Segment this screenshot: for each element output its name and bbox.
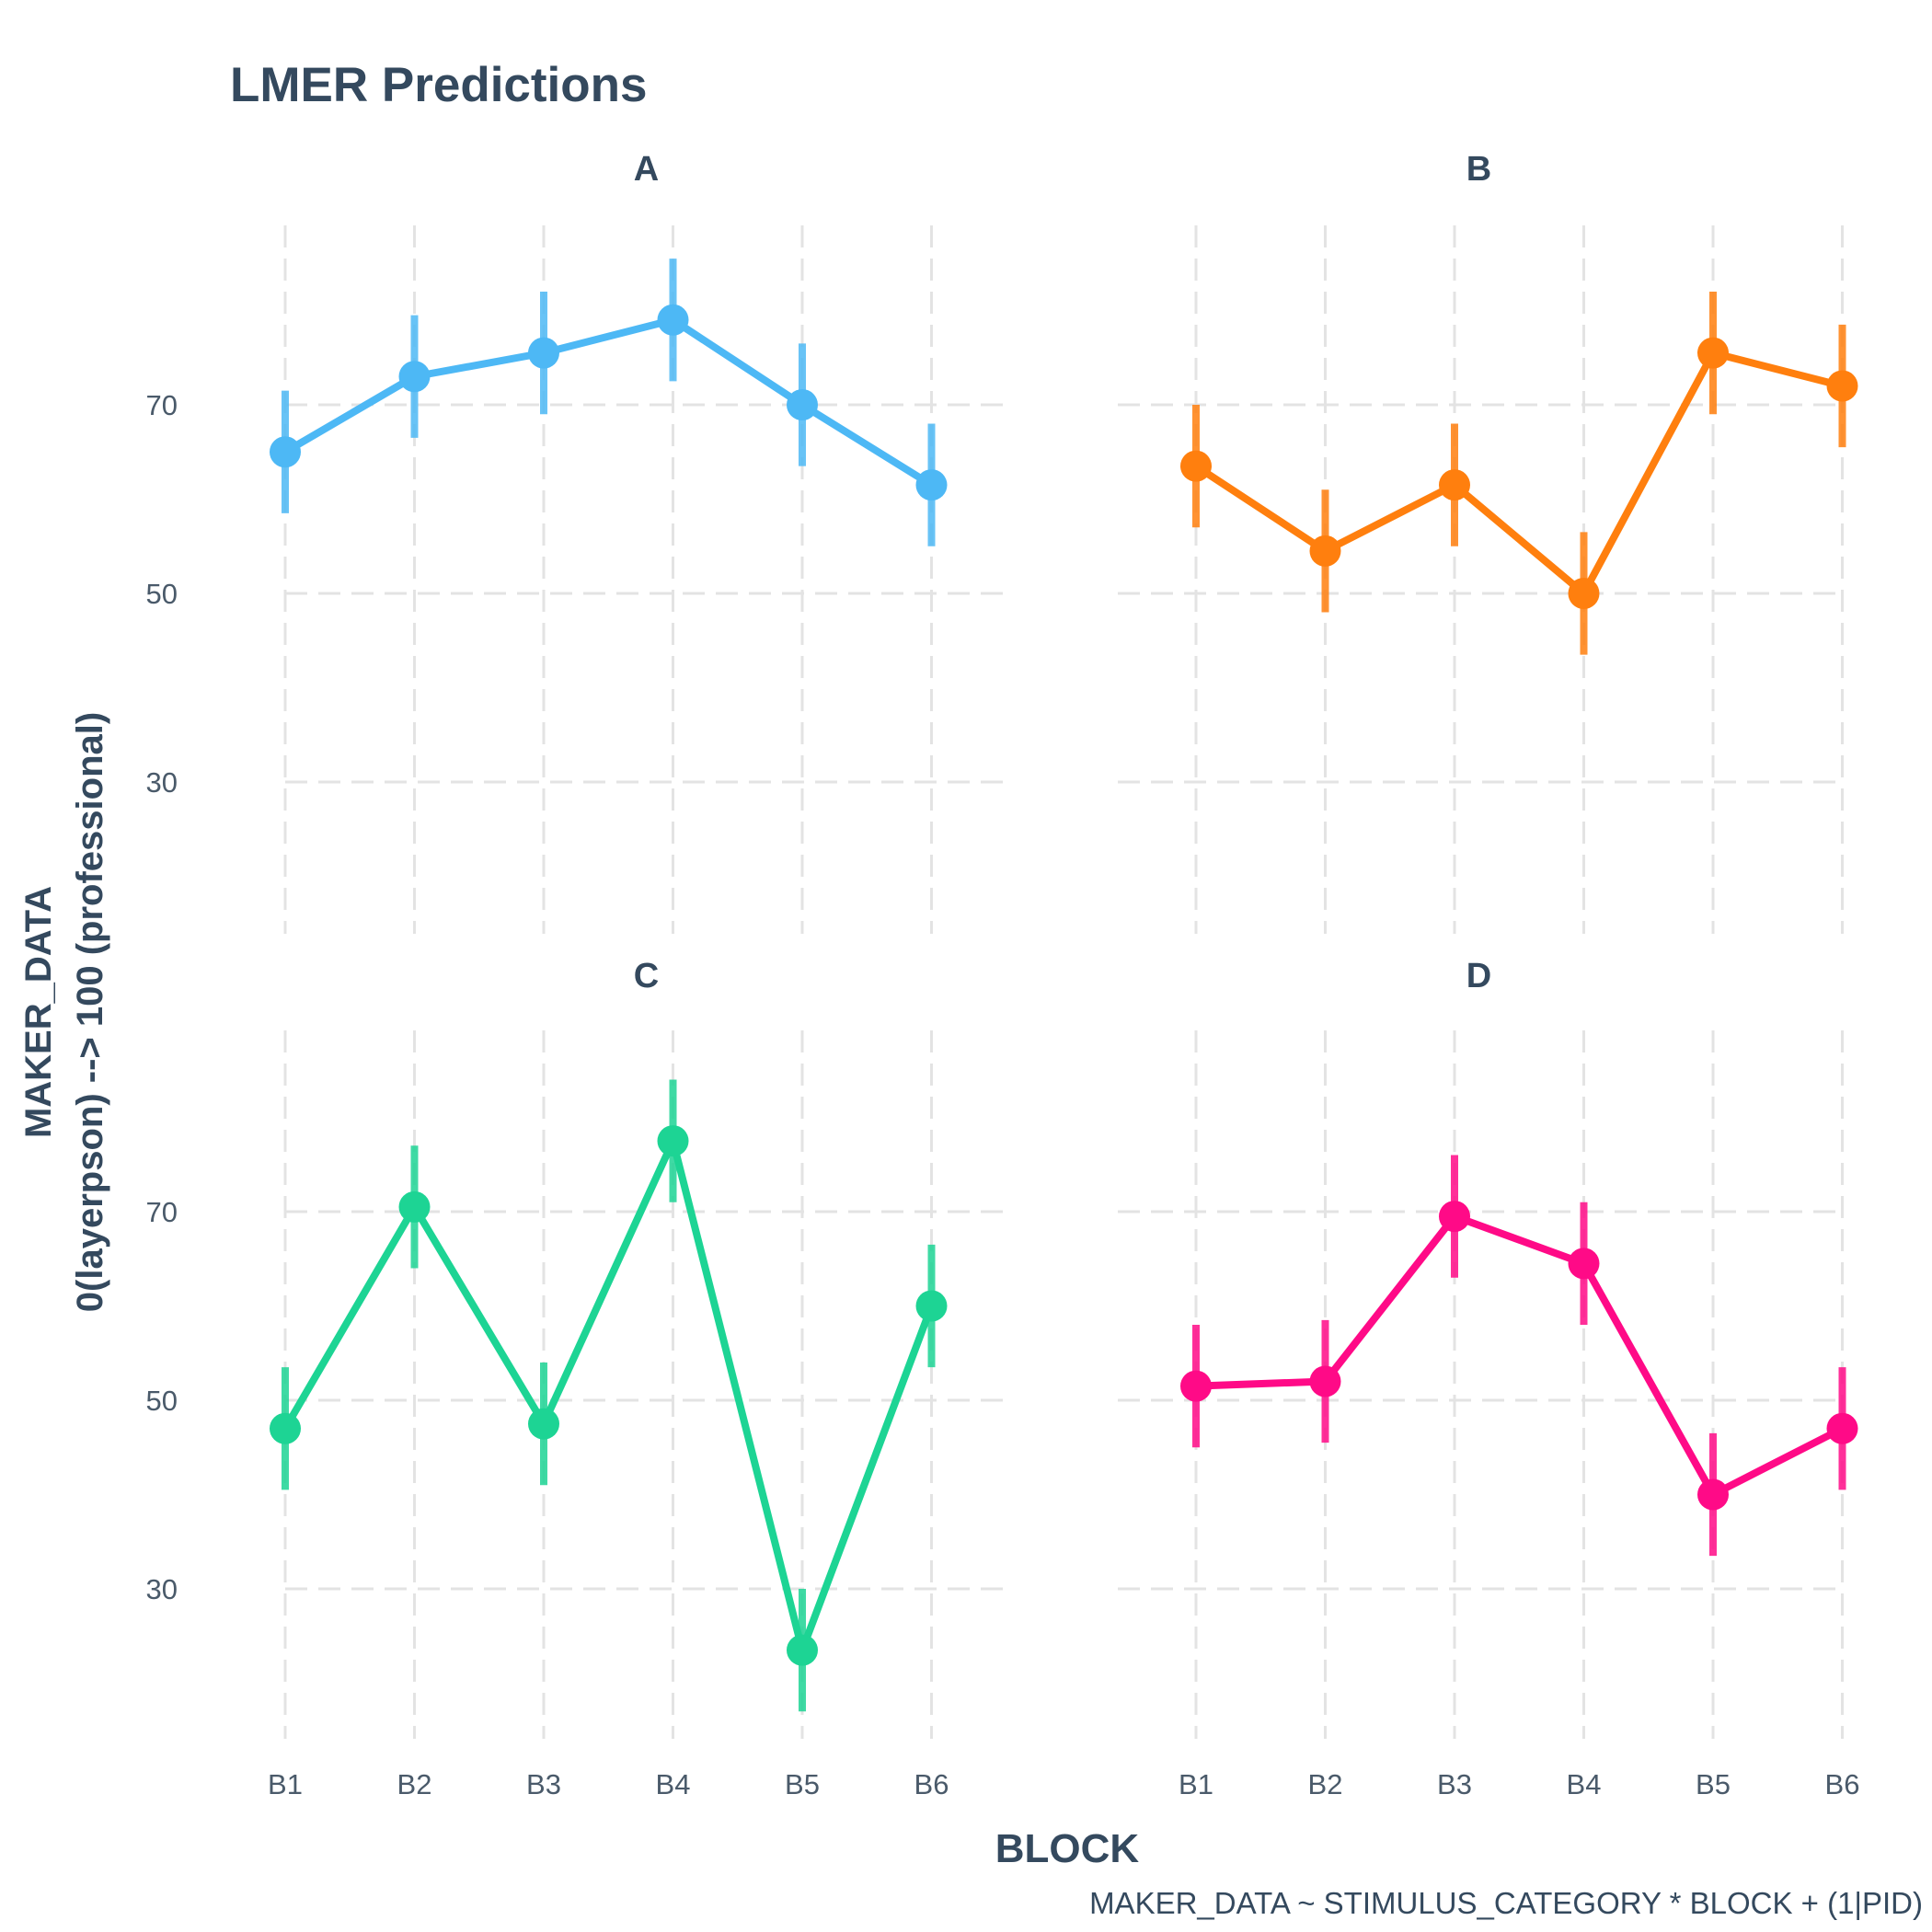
x-tick-label: B3 (1437, 1768, 1472, 1800)
x-tick-label: B3 (526, 1768, 561, 1800)
y-tick-label: 30 (146, 1573, 178, 1605)
data-point (1697, 337, 1729, 369)
data-point (787, 1634, 818, 1666)
data-point (915, 469, 948, 501)
data-point (1568, 578, 1600, 609)
data-point (657, 1125, 689, 1157)
chart-title: LMER Predictions (230, 58, 648, 112)
x-tick-label: B2 (397, 1768, 432, 1800)
x-axis-label: BLOCK (995, 1826, 1140, 1871)
x-tick-label: B1 (268, 1768, 303, 1800)
series-line-C (282, 1137, 936, 1654)
x-tick-label: B5 (1696, 1768, 1731, 1800)
y-tick-label: 50 (146, 1385, 178, 1417)
series-line-A (282, 316, 934, 489)
y-axis-label-line1: MAKER_DATA (18, 885, 59, 1139)
x-tick-label: B1 (1179, 1768, 1213, 1800)
x-tick-label: B5 (785, 1768, 820, 1800)
facet-title-A: A (633, 150, 660, 189)
data-point (398, 1190, 431, 1223)
x-tick-label: B6 (914, 1768, 949, 1800)
data-point (1439, 1201, 1470, 1233)
y-tick-label: 50 (146, 578, 178, 610)
data-point (1697, 1478, 1729, 1511)
data-point (915, 1290, 948, 1322)
data-point (1180, 1370, 1212, 1402)
data-point (787, 389, 818, 420)
data-point (1439, 469, 1470, 501)
data-point (398, 361, 431, 393)
data-point (270, 1412, 301, 1444)
data-point (1309, 535, 1341, 567)
data-point (1180, 450, 1212, 482)
data-point (1309, 1365, 1341, 1397)
facet-title-D: D (1466, 957, 1492, 995)
chart-caption: MAKER_DATA ~ STIMULUS_CATEGORY * BLOCK +… (1089, 1886, 1923, 1920)
data-point (270, 436, 301, 468)
y-tick-label: 30 (146, 766, 178, 799)
facet-title-B: B (1466, 150, 1492, 189)
data-point (1568, 1248, 1600, 1280)
data-point (528, 337, 559, 369)
data-point (528, 1408, 559, 1440)
x-tick-label: B4 (1567, 1768, 1602, 1800)
x-tick-label: B6 (1825, 1768, 1860, 1800)
data-point (657, 304, 689, 336)
series-line-B (1193, 349, 1844, 597)
x-tick-label: B2 (1308, 1768, 1343, 1800)
y-axis-label: MAKER_DATA 0(layerpson) --> 100 (profess… (13, 598, 116, 1426)
series-line-D (1195, 1213, 1845, 1499)
data-point (1826, 1412, 1858, 1444)
y-axis-label-line2: 0(layerpson) --> 100 (professional) (70, 711, 110, 1313)
y-tick-label: 70 (146, 389, 178, 421)
data-point (1826, 370, 1858, 402)
y-tick-label: 70 (146, 1196, 178, 1228)
x-tick-label: B4 (656, 1768, 691, 1800)
facet-title-C: C (633, 957, 660, 995)
